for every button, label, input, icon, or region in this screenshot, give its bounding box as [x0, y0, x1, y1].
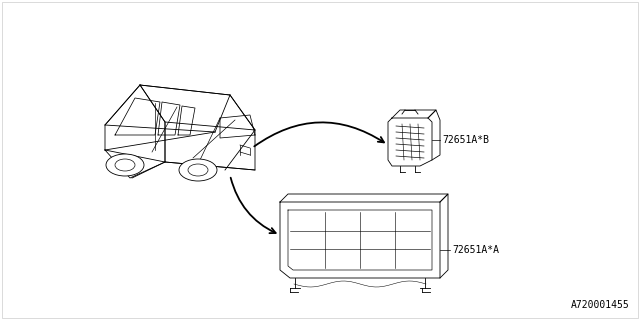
Ellipse shape: [179, 159, 217, 181]
Text: 72651A*B: 72651A*B: [442, 135, 489, 145]
Ellipse shape: [106, 154, 144, 176]
Text: 72651A*A: 72651A*A: [452, 245, 499, 255]
Text: A720001455: A720001455: [572, 300, 630, 310]
